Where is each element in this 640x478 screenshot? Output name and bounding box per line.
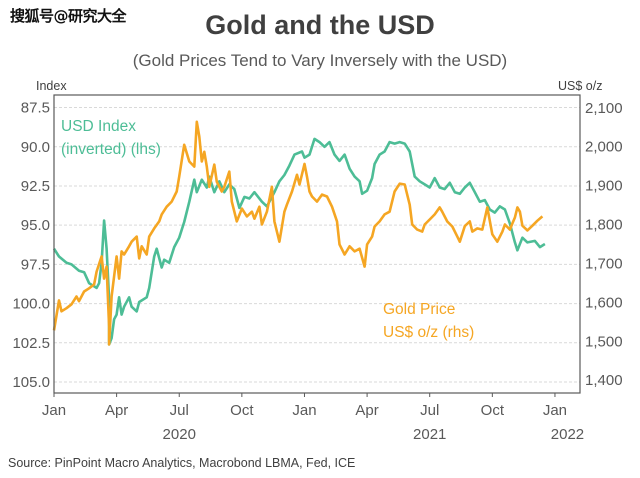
series-layer: [52, 120, 546, 346]
gold-annotation: Gold Price US$ o/z (rhs): [383, 301, 474, 341]
usd-annotation-line1: USD Index: [61, 118, 136, 135]
x-axis: Jan Apr Jul Oct Jan Apr Jul Oct Jan 2020 2021 2022: [42, 393, 584, 443]
chart-title: Gold and the USD: [205, 10, 435, 40]
left-tick-label: 95.0: [21, 217, 50, 234]
right-axis-title: US$ o/z: [558, 79, 602, 93]
usd-index-line: [52, 137, 546, 346]
left-tick-label: 105.0: [12, 374, 50, 391]
x-tick-label: Jan: [543, 402, 567, 419]
right-tick-label: 1,400: [585, 372, 623, 389]
x-tick-label: Oct: [230, 402, 254, 419]
left-axis: 87.5 90.0 92.5 95.0 97.5 100.0 102.5 105.0: [12, 100, 50, 391]
right-tick-label: 1,500: [585, 333, 623, 350]
left-tick-label: 102.5: [12, 335, 50, 352]
left-tick-label: 92.5: [21, 178, 50, 195]
chart-subtitle: (Gold Prices Tend to Vary Inversely with…: [132, 51, 508, 70]
x-tick-label: Oct: [481, 402, 505, 419]
x-tick-label: Jul: [420, 402, 439, 419]
usd-annotation: USD Index (inverted) (lhs): [61, 118, 161, 158]
usd-annotation-line2: (inverted) (lhs): [61, 141, 161, 158]
left-tick-label: 97.5: [21, 256, 50, 273]
x-tick-label: Apr: [355, 402, 378, 419]
right-tick-label: 2,000: [585, 139, 623, 156]
gold-annotation-line2: US$ o/z (rhs): [383, 324, 474, 341]
x-tick-label: Jan: [42, 402, 66, 419]
left-tick-label: 90.0: [21, 139, 50, 156]
gold-annotation-line1: Gold Price: [383, 301, 455, 318]
x-tick-label: Apr: [105, 402, 128, 419]
x-tick-label: Jan: [292, 402, 316, 419]
gold-price-line: [52, 120, 544, 346]
source-note: Source: PinPoint Macro Analytics, Macrob…: [8, 456, 356, 470]
x-year-label: 2020: [163, 426, 196, 443]
right-tick-label: 1,700: [585, 255, 623, 272]
left-axis-title: Index: [36, 79, 67, 93]
gridlines: [54, 107, 580, 383]
x-tick-label: Jul: [170, 402, 189, 419]
watermark: 搜狐号@研究大全: [10, 7, 127, 25]
x-year-label: 2021: [413, 426, 446, 443]
plot-frame: [53, 94, 581, 394]
left-tick-label: 87.5: [21, 100, 50, 117]
left-tick-label: 100.0: [12, 296, 50, 313]
x-year-label: 2022: [551, 426, 584, 443]
right-tick-label: 2,100: [585, 100, 623, 117]
right-tick-label: 1,600: [585, 294, 623, 311]
right-axis: 2,100 2,000 1,900 1,800 1,700 1,600 1,500 1,400: [585, 100, 623, 389]
right-tick-label: 1,800: [585, 217, 623, 234]
right-tick-label: 1,900: [585, 178, 623, 195]
